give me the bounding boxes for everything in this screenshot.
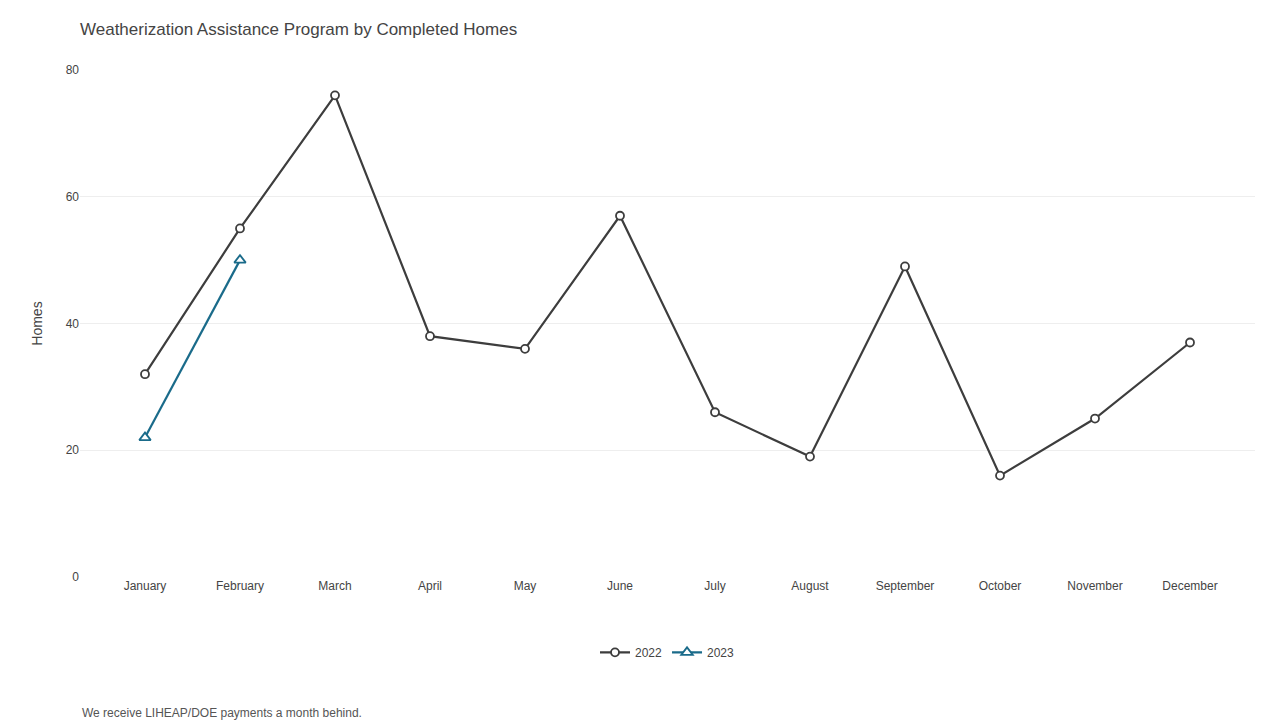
svg-text:November: November (1067, 579, 1122, 593)
svg-text:60: 60 (66, 190, 80, 204)
svg-text:20: 20 (66, 443, 80, 457)
svg-text:We receive LIHEAP/DOE payments: We receive LIHEAP/DOE payments a month b… (82, 706, 362, 720)
svg-text:February: February (216, 579, 264, 593)
svg-text:Weatherization Assistance Prog: Weatherization Assistance Program by Com… (80, 20, 517, 39)
svg-text:2022: 2022 (635, 646, 662, 660)
svg-text:March: March (318, 579, 351, 593)
svg-text:July: July (704, 579, 725, 593)
svg-text:December: December (1162, 579, 1217, 593)
svg-text:40: 40 (66, 317, 80, 331)
svg-text:2023: 2023 (707, 646, 734, 660)
svg-text:September: September (876, 579, 935, 593)
svg-text:August: August (791, 579, 829, 593)
svg-text:April: April (418, 579, 442, 593)
svg-text:80: 80 (66, 63, 80, 77)
svg-text:0: 0 (72, 570, 79, 584)
svg-text:May: May (514, 579, 537, 593)
svg-text:June: June (607, 579, 633, 593)
svg-text:Homes: Homes (29, 301, 45, 345)
svg-text:January: January (124, 579, 167, 593)
svg-text:October: October (979, 579, 1022, 593)
